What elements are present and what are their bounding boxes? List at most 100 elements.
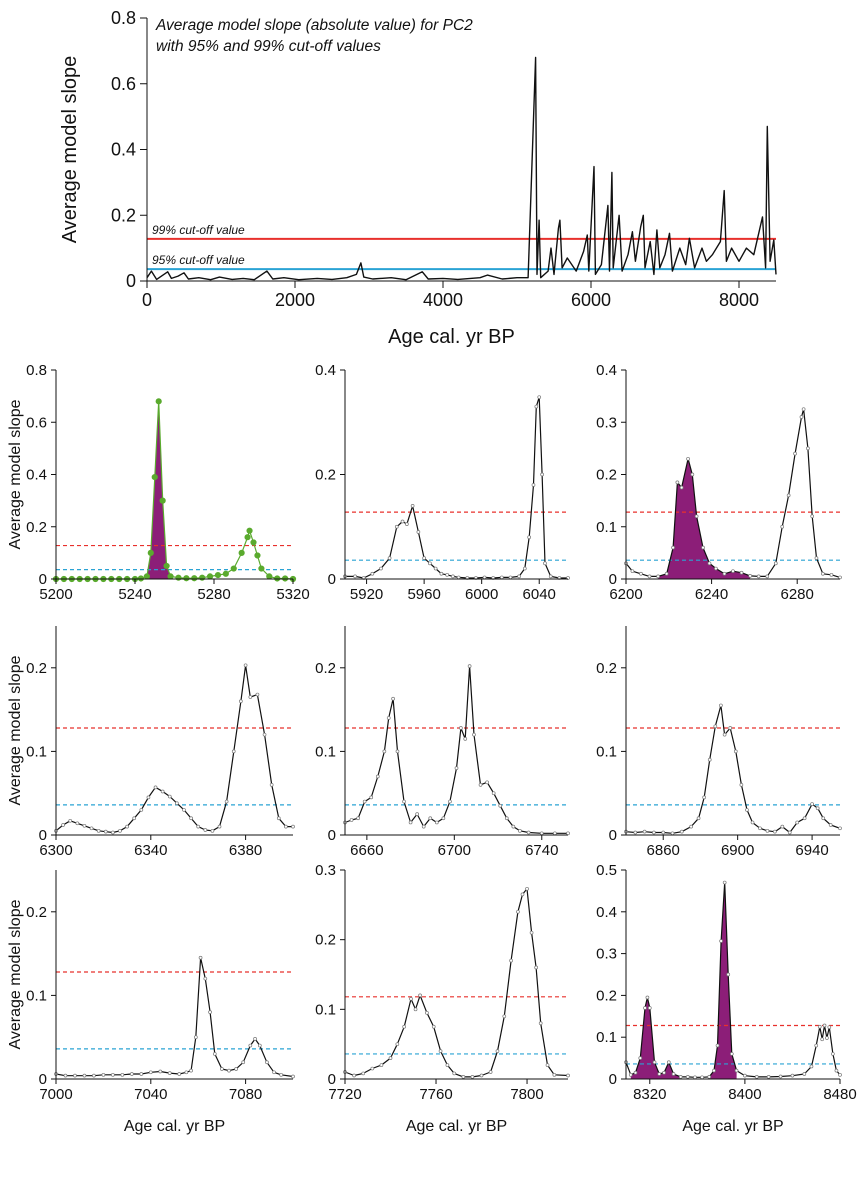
x-tick-label: 6040 bbox=[523, 586, 556, 603]
data-point bbox=[758, 826, 762, 831]
data-point bbox=[266, 573, 273, 580]
data-point bbox=[208, 1010, 212, 1014]
data-point bbox=[780, 524, 785, 529]
data-point bbox=[196, 824, 201, 829]
data-point bbox=[664, 571, 669, 576]
data-point bbox=[809, 1064, 814, 1069]
y-tick-label: 0.1 bbox=[26, 743, 47, 760]
data-point bbox=[671, 545, 675, 550]
data-point bbox=[488, 1070, 493, 1074]
data-point bbox=[642, 829, 647, 834]
data-point bbox=[231, 749, 236, 754]
data-point bbox=[222, 570, 229, 577]
data-point bbox=[482, 575, 487, 580]
data-point bbox=[410, 504, 415, 508]
data-point bbox=[630, 569, 635, 574]
data-point bbox=[566, 831, 570, 836]
data-point bbox=[722, 571, 727, 576]
data-point bbox=[445, 572, 449, 577]
data-point bbox=[553, 831, 557, 836]
data-point bbox=[773, 561, 778, 566]
data-point bbox=[678, 1075, 683, 1079]
data-point bbox=[291, 1074, 295, 1079]
y-tick-label: 0.1 bbox=[315, 1001, 336, 1018]
data-point bbox=[671, 1072, 676, 1076]
data-point bbox=[167, 794, 172, 799]
panel-5: 0 0.1 0.2 6300 6340 6380 Average model slope bbox=[7, 626, 295, 859]
data-point bbox=[821, 571, 825, 576]
y-tick-label: 0.2 bbox=[596, 467, 617, 484]
data-point bbox=[370, 1066, 375, 1071]
x-tick-label: 6300 bbox=[39, 842, 72, 859]
data-point bbox=[633, 830, 638, 835]
data-point bbox=[61, 823, 65, 827]
y-tick-label: 0 bbox=[39, 827, 47, 844]
data-point bbox=[254, 552, 261, 559]
data-point bbox=[191, 575, 198, 582]
data-point bbox=[82, 1073, 87, 1078]
x-tick-label: 7760 bbox=[419, 1086, 452, 1103]
data-point bbox=[743, 1073, 747, 1078]
data-point bbox=[838, 826, 842, 831]
data-point bbox=[375, 774, 380, 779]
data-point bbox=[712, 1068, 716, 1073]
data-point bbox=[498, 803, 503, 808]
data-point bbox=[425, 1010, 429, 1015]
data-point bbox=[478, 782, 483, 787]
data-point bbox=[472, 732, 476, 737]
data-point bbox=[203, 828, 208, 832]
x-tick-label: 8000 bbox=[719, 290, 759, 310]
y-tick-label: 0.4 bbox=[111, 140, 136, 160]
data-point bbox=[799, 415, 804, 419]
chart-title: Average model slope (absolute value) for… bbox=[155, 17, 473, 34]
data-point bbox=[552, 1072, 557, 1077]
data-point bbox=[652, 1060, 657, 1065]
data-point bbox=[139, 1072, 144, 1076]
data-point bbox=[765, 574, 770, 579]
data-point bbox=[246, 527, 253, 534]
data-point bbox=[386, 716, 391, 720]
data-point bbox=[656, 574, 660, 579]
data-point bbox=[817, 1024, 822, 1029]
data-point bbox=[463, 737, 468, 741]
data-point bbox=[409, 997, 413, 1001]
y-tick-label: 0.2 bbox=[111, 205, 136, 225]
x-tick-label: 7000 bbox=[39, 1086, 72, 1103]
data-point bbox=[349, 818, 354, 822]
y-tick-label: 0.8 bbox=[111, 8, 136, 28]
data-point bbox=[199, 574, 206, 581]
x-tick-label: 0 bbox=[142, 290, 152, 310]
data-point bbox=[647, 574, 652, 579]
data-point bbox=[153, 785, 158, 790]
data-point bbox=[167, 1071, 172, 1075]
panel-7: 0 0.1 0.2 6860 6900 6940 bbox=[596, 626, 842, 859]
data-point bbox=[73, 1073, 77, 1078]
x-axis-label: Age cal. yr BP bbox=[388, 326, 515, 348]
data-point bbox=[227, 1068, 231, 1073]
data-point bbox=[802, 816, 807, 821]
data-point bbox=[729, 1052, 734, 1056]
x-tick-label: 5200 bbox=[39, 586, 72, 603]
data-point bbox=[520, 892, 525, 897]
data-point bbox=[822, 1023, 827, 1028]
data-point bbox=[96, 828, 101, 833]
x-tick-label: 6000 bbox=[465, 586, 498, 603]
data-point bbox=[707, 561, 712, 566]
data-point bbox=[418, 993, 422, 998]
data-point bbox=[413, 1007, 418, 1012]
data-point bbox=[279, 1072, 283, 1077]
y-tick-label: 0.1 bbox=[315, 743, 336, 760]
data-point bbox=[63, 1073, 68, 1078]
data-point bbox=[787, 830, 792, 835]
data-point bbox=[714, 566, 718, 571]
data-point bbox=[89, 826, 94, 831]
x-axis-label: Age cal. yr BP bbox=[682, 1118, 783, 1135]
data-point bbox=[543, 561, 547, 566]
data-point bbox=[379, 1063, 384, 1067]
y-tick-label: 0 bbox=[39, 571, 47, 588]
data-point bbox=[125, 824, 129, 829]
x-tick-label: 5240 bbox=[118, 586, 151, 603]
data-point bbox=[438, 1049, 443, 1053]
data-point bbox=[522, 566, 527, 571]
